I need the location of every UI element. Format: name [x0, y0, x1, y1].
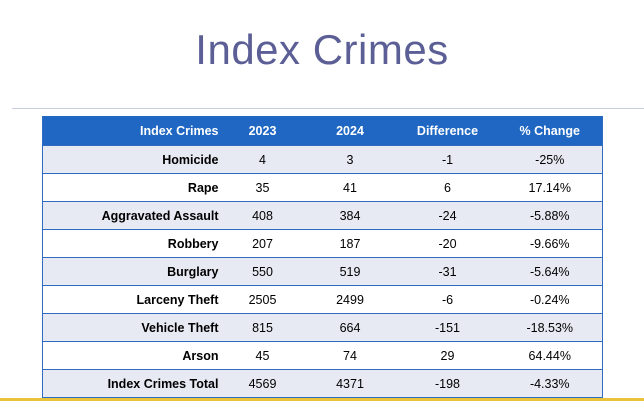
cell-difference: -198	[397, 369, 498, 398]
table-row: Rape 35 41 6 17.14%	[42, 173, 603, 202]
cell-year-2023: 815	[222, 313, 303, 342]
cell-year-2024: 74	[302, 341, 398, 370]
header-cell-category: Index Crimes	[42, 116, 223, 146]
cell-difference: 6	[397, 173, 498, 202]
cell-percent-change: -25%	[497, 145, 603, 174]
cell-category: Aggravated Assault	[42, 201, 223, 230]
cell-category: Homicide	[42, 145, 223, 174]
table-row: Robbery 207 187 -20 -9.66%	[42, 229, 603, 258]
cell-year-2023: 4569	[222, 369, 303, 398]
table-body: Homicide 4 3 -1 -25% Rape 35 41 6 17.14% Aggravate…	[42, 145, 603, 398]
cell-category: Index Crimes Total	[42, 369, 223, 398]
cell-year-2024: 187	[302, 229, 398, 258]
header-cell-2024: 2024	[302, 116, 398, 146]
table-row: Index Crimes Total 4569 4371 -198 -4.33%	[42, 369, 603, 398]
index-crimes-table: Index Crimes 2023 2024 Difference % Chan…	[42, 116, 603, 398]
cell-year-2024: 4371	[302, 369, 398, 398]
cell-percent-change: -5.88%	[497, 201, 603, 230]
cell-year-2023: 207	[222, 229, 303, 258]
table-row: Homicide 4 3 -1 -25%	[42, 145, 603, 174]
cell-difference: -151	[397, 313, 498, 342]
table-header: Index Crimes 2023 2024 Difference % Chan…	[42, 116, 603, 146]
header-row: Index Crimes 2023 2024 Difference % Chan…	[42, 116, 603, 146]
table-row: Aggravated Assault 408 384 -24 -5.88%	[42, 201, 603, 230]
cell-percent-change: -5.64%	[497, 257, 603, 286]
title-divider	[12, 108, 644, 109]
cell-difference: -31	[397, 257, 498, 286]
header-cell-2023: 2023	[222, 116, 303, 146]
cell-category: Burglary	[42, 257, 223, 286]
cell-year-2023: 408	[222, 201, 303, 230]
cell-year-2023: 550	[222, 257, 303, 286]
cell-category: Robbery	[42, 229, 223, 258]
cell-year-2024: 519	[302, 257, 398, 286]
cell-year-2023: 45	[222, 341, 303, 370]
cell-percent-change: -9.66%	[497, 229, 603, 258]
cell-category: Rape	[42, 173, 223, 202]
cell-year-2024: 41	[302, 173, 398, 202]
cell-category: Arson	[42, 341, 223, 370]
cell-year-2024: 2499	[302, 285, 398, 314]
cell-category: Vehicle Theft	[42, 313, 223, 342]
cell-difference: -6	[397, 285, 498, 314]
table-row: Vehicle Theft 815 664 -151 -18.53%	[42, 313, 603, 342]
header-cell-difference: Difference	[397, 116, 498, 146]
table-row: Larceny Theft 2505 2499 -6 -0.24%	[42, 285, 603, 314]
cell-year-2024: 664	[302, 313, 398, 342]
cell-percent-change: -4.33%	[497, 369, 603, 398]
footer-accent-line	[0, 398, 644, 401]
slide-title: Index Crimes	[195, 26, 449, 73]
table-row: Burglary 550 519 -31 -5.64%	[42, 257, 603, 286]
cell-percent-change: -18.53%	[497, 313, 603, 342]
cell-difference: -24	[397, 201, 498, 230]
cell-percent-change: 17.14%	[497, 173, 603, 202]
index-crimes-table-container: Index Crimes 2023 2024 Difference % Chan…	[42, 116, 603, 398]
cell-difference: -1	[397, 145, 498, 174]
cell-difference: -20	[397, 229, 498, 258]
cell-year-2023: 4	[222, 145, 303, 174]
cell-percent-change: -0.24%	[497, 285, 603, 314]
cell-difference: 29	[397, 341, 498, 370]
cell-year-2023: 2505	[222, 285, 303, 314]
cell-year-2023: 35	[222, 173, 303, 202]
cell-percent-change: 64.44%	[497, 341, 603, 370]
table-row: Arson 45 74 29 64.44%	[42, 341, 603, 370]
cell-year-2024: 3	[302, 145, 398, 174]
header-cell-percent-change: % Change	[497, 116, 603, 146]
cell-year-2024: 384	[302, 201, 398, 230]
cell-category: Larceny Theft	[42, 285, 223, 314]
